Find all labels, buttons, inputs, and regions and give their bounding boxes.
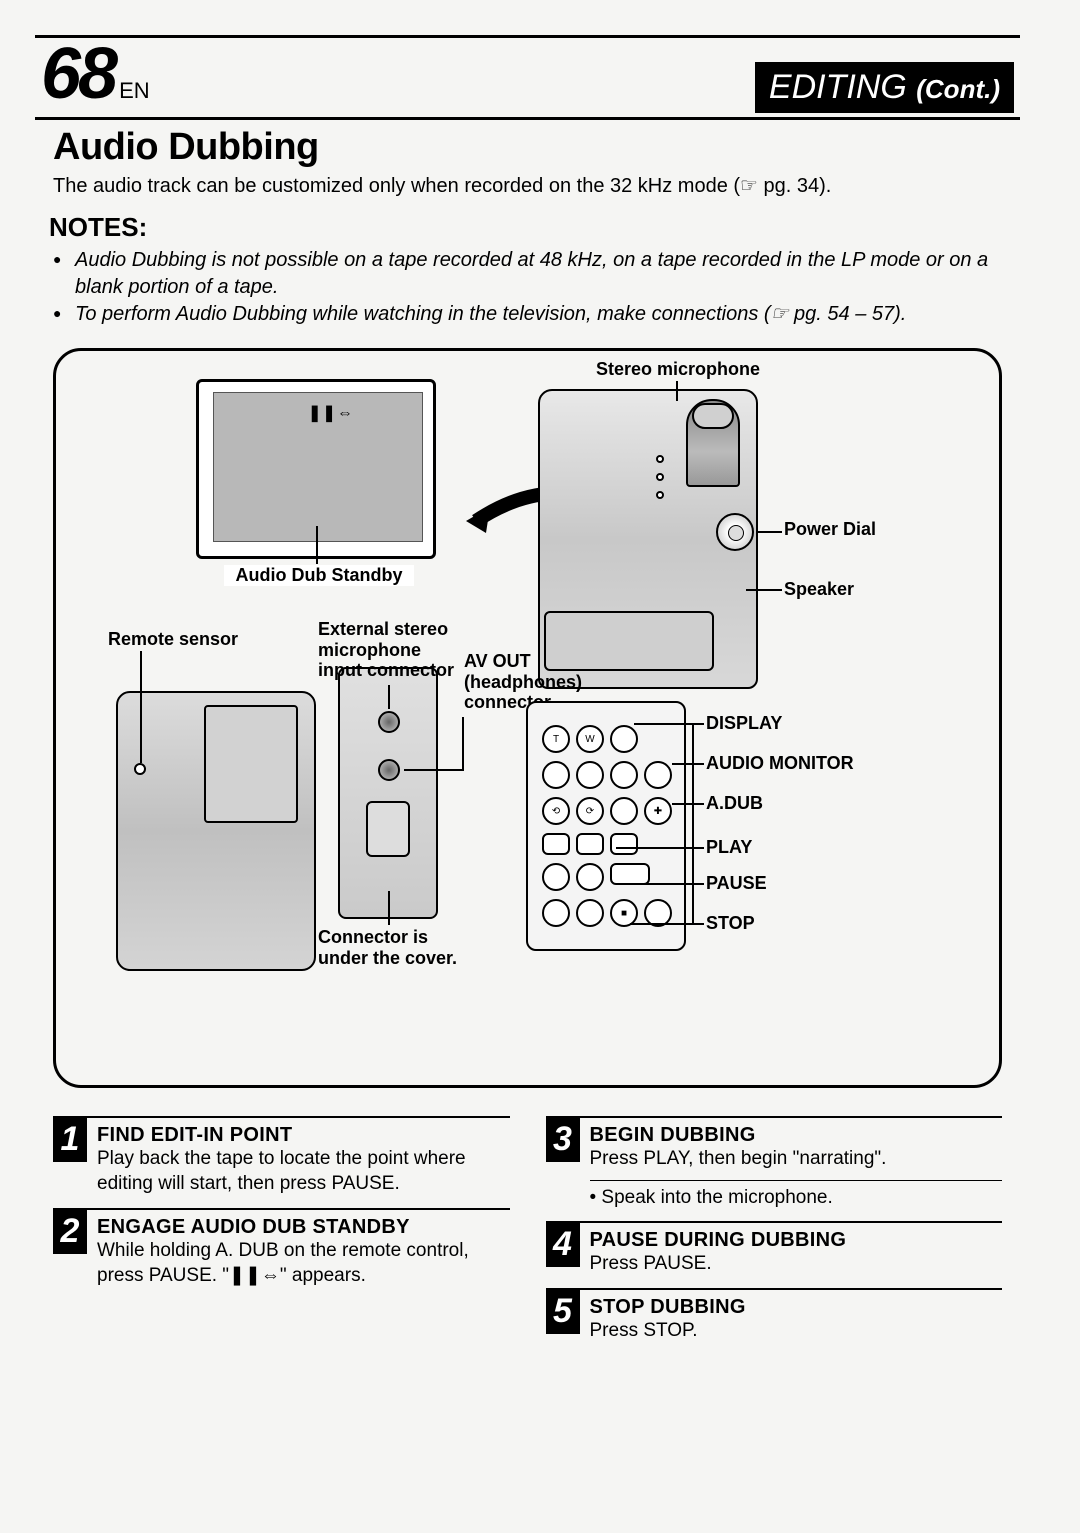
jack-cover-icon xyxy=(366,801,410,857)
label-pause: PAUSE xyxy=(706,873,767,894)
label-power-dial: Power Dial xyxy=(784,519,876,540)
remote-btn-t: T xyxy=(542,725,570,753)
note-item: To perform Audio Dubbing while watching … xyxy=(53,301,1002,328)
label-audio-dub-standby: Audio Dub Standby xyxy=(224,565,414,586)
remote-btn xyxy=(610,761,638,789)
step-2: 2 ENGAGE AUDIO DUB STANDBY While holding… xyxy=(53,1208,510,1288)
remote-btn-display xyxy=(610,725,638,753)
remote-btn-audio-mon xyxy=(644,761,672,789)
notes-list: Audio Dubbing is not possible on a tape … xyxy=(53,247,1002,328)
jack-av-out xyxy=(378,759,400,781)
lang-suffix: EN xyxy=(119,78,150,104)
remote-btn xyxy=(576,863,604,891)
step-5: 5 STOP DUBBING Press STOP. xyxy=(546,1288,1003,1344)
step-number: 2 xyxy=(53,1210,87,1254)
step-body: Play back the tape to locate the point w… xyxy=(97,1147,510,1196)
step-1: 1 FIND EDIT-IN POINT Play back the tape … xyxy=(53,1116,510,1196)
remote-btn-adub: ✚ xyxy=(644,797,672,825)
step-title: STOP DUBBING xyxy=(590,1296,1003,1319)
step-3: 3 BEGIN DUBBING Press PLAY, then begin "… xyxy=(546,1116,1003,1209)
remote-btn-rew xyxy=(542,833,570,855)
label-audio-monitor: AUDIO MONITOR xyxy=(706,753,854,774)
page-number-block: 68 EN xyxy=(41,42,150,107)
remote-btn-pause xyxy=(610,863,650,885)
label-ext-mic: External stereo microphone input connect… xyxy=(318,619,458,681)
remote-btn xyxy=(542,863,570,891)
step-title: FIND EDIT-IN POINT xyxy=(97,1124,510,1147)
lcd-inner: ❚❚⇔ xyxy=(213,392,423,542)
label-adub: A.DUB xyxy=(706,793,763,814)
label-stereo-mic: Stereo microphone xyxy=(596,359,760,380)
label-stop: STOP xyxy=(706,913,755,934)
remote-btn-ff xyxy=(610,833,638,855)
step-4: 4 PAUSE DURING DUBBING Press PAUSE. xyxy=(546,1221,1003,1277)
remote-control: T W ⟲ ⟳ ✚ ■ xyxy=(526,701,686,951)
remote-btn xyxy=(576,899,604,927)
remote-btn xyxy=(576,761,604,789)
diagram: ❚❚⇔ Audio Dub Standby Stereo microphone … xyxy=(53,348,1002,1088)
step-body: While holding A. DUB on the remote contr… xyxy=(97,1239,510,1288)
note-item: Audio Dubbing is not possible on a tape … xyxy=(53,247,1002,301)
step-body: Press STOP. xyxy=(590,1319,1003,1344)
remote-btn-play xyxy=(576,833,604,855)
label-play: PLAY xyxy=(706,837,752,858)
step-number: 3 xyxy=(546,1118,580,1162)
step-number: 4 xyxy=(546,1223,580,1267)
notes-heading: NOTES: xyxy=(49,212,1020,243)
lcd-symbol: ❚❚⇔ xyxy=(308,403,354,423)
page-header: 68 EN EDITING (Cont.) xyxy=(35,35,1020,120)
camera-side-panel xyxy=(204,705,298,823)
remote-btn xyxy=(542,761,570,789)
step-title: BEGIN DUBBING xyxy=(590,1124,1003,1147)
intro-text: The audio track can be customized only w… xyxy=(53,173,1020,198)
remote-btn xyxy=(542,899,570,927)
label-remote-sensor: Remote sensor xyxy=(108,629,238,650)
label-display: DISPLAY xyxy=(706,713,782,734)
step-title: ENGAGE AUDIO DUB STANDBY xyxy=(97,1216,510,1239)
remote-btn xyxy=(610,797,638,825)
remote-btn: ⟲ xyxy=(542,797,570,825)
camera-lens-top xyxy=(692,403,734,429)
step-body: Press PLAY, then begin "narrating". xyxy=(590,1147,1003,1172)
power-dial-knob xyxy=(716,513,754,551)
label-speaker: Speaker xyxy=(784,579,854,600)
jack-ext-mic xyxy=(378,711,400,733)
section-title: Audio Dubbing xyxy=(53,126,1020,169)
remote-btn: ⟳ xyxy=(576,797,604,825)
step-number: 5 xyxy=(546,1290,580,1334)
step-number: 1 xyxy=(53,1118,87,1162)
section-label: EDITING (Cont.) xyxy=(755,62,1014,113)
remote-btn-w: W xyxy=(576,725,604,753)
steps: 1 FIND EDIT-IN POINT Play back the tape … xyxy=(53,1116,1002,1356)
step-title: PAUSE DURING DUBBING xyxy=(590,1229,1003,1252)
step-body: Press PAUSE. xyxy=(590,1252,1003,1277)
label-cover-note: Connector is under the cover. xyxy=(318,927,478,968)
step-sub: • Speak into the microphone. xyxy=(590,1180,1003,1209)
page-number: 68 xyxy=(41,42,115,107)
